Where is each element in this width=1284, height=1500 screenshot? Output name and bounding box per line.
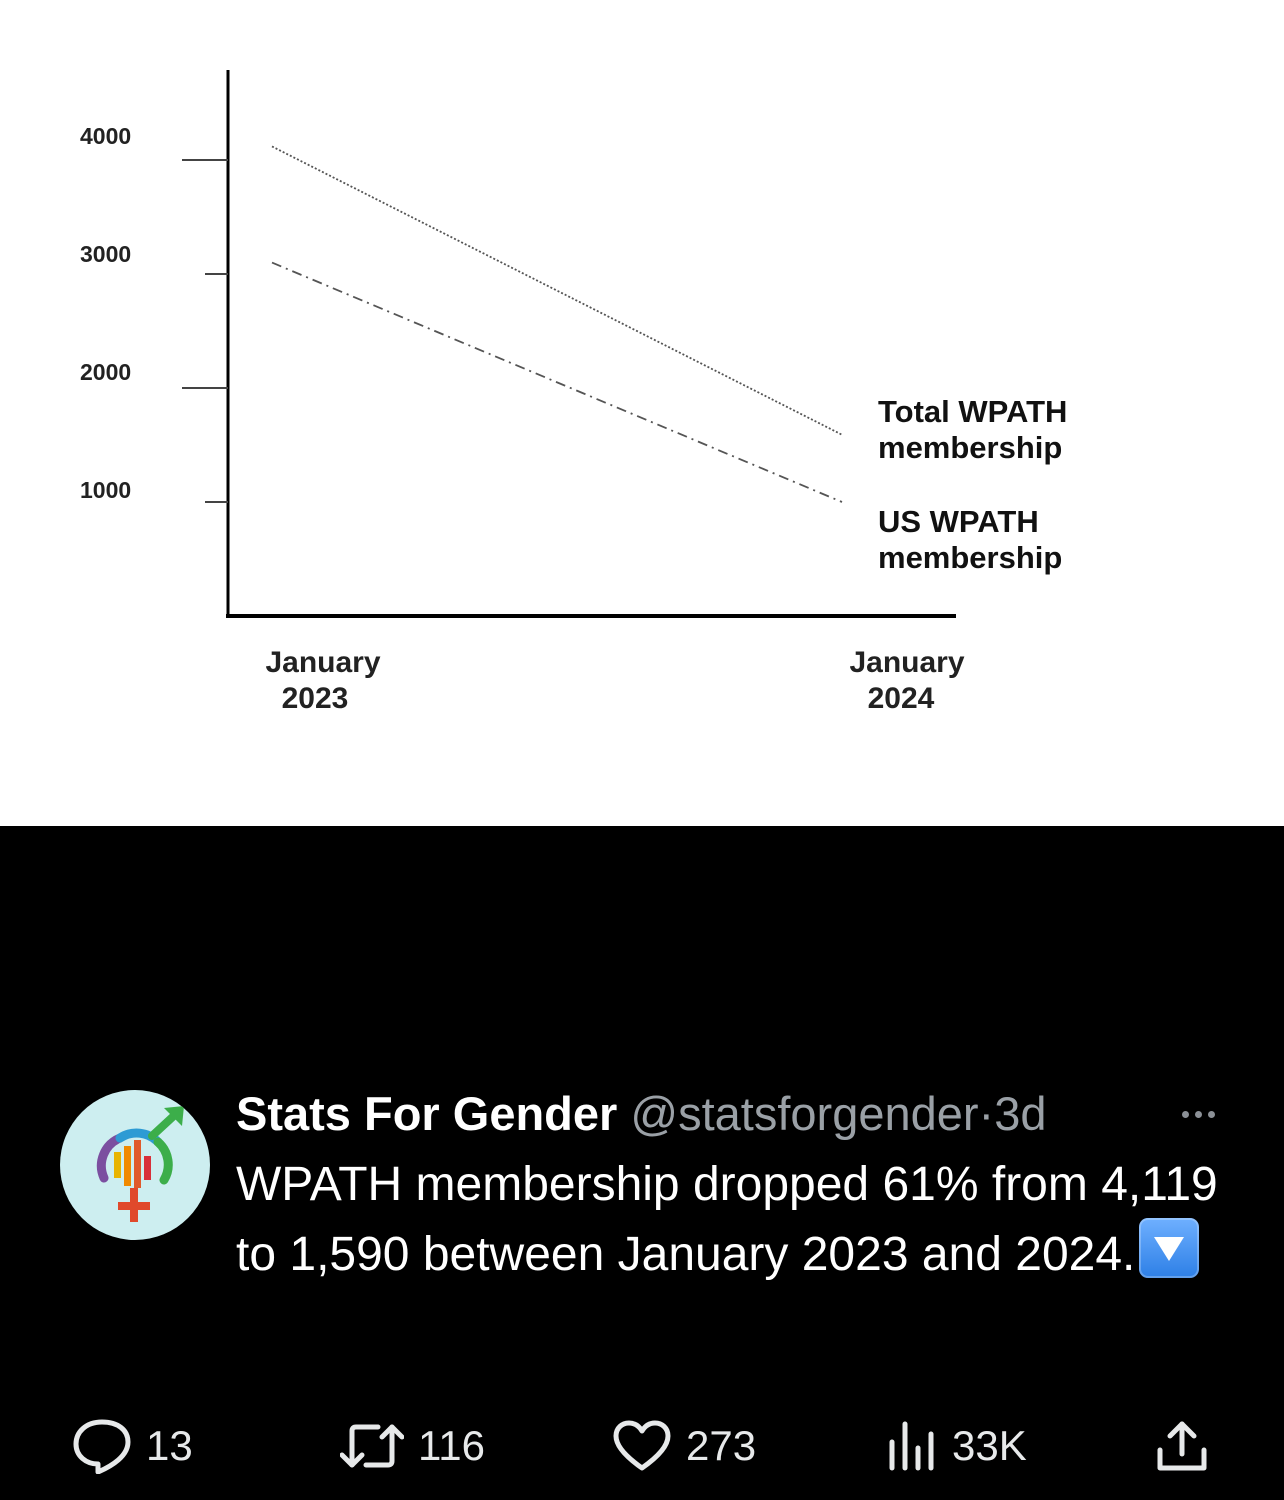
y-tick-label: 4000 [80,123,131,149]
like-count: 273 [686,1422,757,1469]
share-upload-icon [1157,1421,1207,1471]
more-dot-icon [1207,1110,1215,1118]
x-tick-label: January [265,646,380,679]
x-tick-label: January [849,646,964,679]
series-line-us-wpath [271,261,843,503]
heart-icon [613,1420,671,1471]
more-dot-icon [1181,1110,1189,1118]
series-label-us: membership [878,540,1062,575]
x-ticks: January 2023 January 2024 [265,646,964,715]
views-button[interactable]: 33K [886,1416,1027,1476]
series-line-total-wpath [271,145,843,436]
more-options-button[interactable] [1168,1096,1228,1132]
tweet-text-body: WPATH membership dropped 61% from 4,119 … [236,1158,1218,1281]
reply-count: 13 [146,1422,193,1469]
reply-icon [73,1419,131,1474]
display-name[interactable]: Stats For Gender [236,1087,618,1140]
reply-button[interactable]: 13 [72,1416,193,1476]
series-label-total: membership [878,430,1062,465]
x-tick-label: 2024 [868,682,935,715]
retweet-icon [340,1424,404,1468]
gender-symbol-bar-chart-logo-icon [96,1106,184,1222]
more-dot-icon [1194,1110,1202,1118]
views-bar-chart-icon [889,1421,934,1471]
timestamp[interactable]: 3d [994,1087,1047,1140]
membership-line-chart: 4000 3000 2000 1000 January 2023 January… [80,70,1067,715]
like-button[interactable]: 273 [612,1416,756,1476]
tweet[interactable]: Stats For Gender @statsforgender·3d WPAT… [0,826,1284,1500]
retweet-button[interactable]: 116 [340,1416,485,1476]
series-label-us: US WPATH [878,504,1039,539]
handle[interactable]: @statsforgender [630,1087,979,1140]
avatar[interactable] [60,1090,210,1240]
down-arrow-button-emoji-icon [1139,1218,1200,1278]
x-tick-label: 2023 [282,682,349,715]
y-tick-label: 2000 [80,359,131,385]
y-tick-label: 3000 [80,241,131,267]
retweet-count: 116 [418,1422,485,1469]
tweet-header: Stats For Gender @statsforgender·3d [236,1084,1046,1144]
series-lines [271,145,843,503]
chart-axes [226,70,956,618]
share-button[interactable] [1154,1416,1224,1476]
y-tick-label: 1000 [80,477,131,503]
y-ticks: 4000 3000 2000 1000 [80,123,228,503]
series-labels: Total WPATH membership US WPATH membersh… [878,394,1067,575]
separator-dot: · [978,1087,995,1140]
chart-image[interactable]: 4000 3000 2000 1000 January 2023 January… [0,0,1284,826]
views-count: 33K [952,1422,1027,1469]
series-label-total: Total WPATH [878,394,1067,429]
tweet-text: WPATH membership dropped 61% from 4,119 … [236,1152,1226,1288]
